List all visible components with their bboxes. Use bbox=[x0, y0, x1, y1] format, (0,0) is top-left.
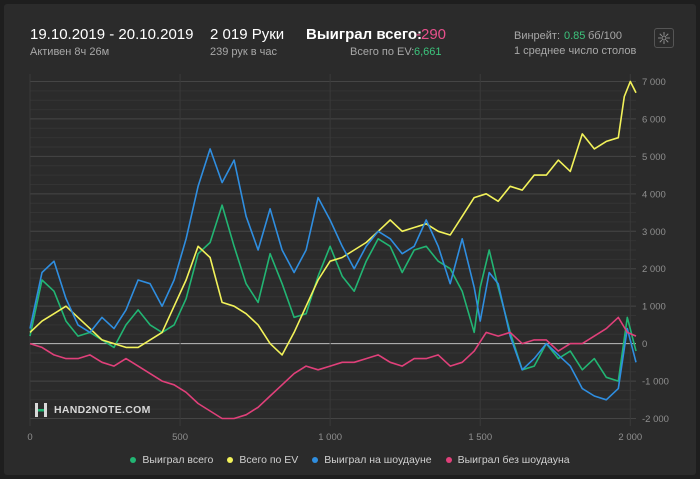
x-tick-label: 500 bbox=[172, 432, 188, 443]
watermark: HAND2NOTE.COM bbox=[34, 402, 151, 418]
settings-button[interactable] bbox=[654, 28, 674, 48]
ev-total-label: Всего по EV: bbox=[350, 46, 415, 58]
winrate-label: Винрейт: bbox=[514, 30, 561, 42]
chart: -2 000 -1 000 0 1 000 2 000 3 000 4 000 5 000 6 … bbox=[27, 74, 669, 443]
y-tick-label: 3 000 bbox=[642, 227, 666, 238]
date-range: 19.10.2019 - 20.10.2019 bbox=[30, 26, 194, 43]
x-tick-label: 1 500 bbox=[468, 432, 492, 443]
legend-label: Выиграл без шоудауна bbox=[457, 454, 570, 466]
y-tick-label: 7 000 bbox=[642, 77, 666, 88]
y-tick-label: 4 000 bbox=[642, 189, 666, 200]
won-total-label: Выиграл всего: bbox=[306, 26, 423, 43]
hands-count: 2 019 Руки bbox=[210, 26, 285, 43]
legend-item-showdown[interactable]: Выиграл на шоудауне bbox=[312, 454, 432, 466]
legend-dot bbox=[130, 457, 137, 463]
y-tick-label: 5 000 bbox=[642, 152, 666, 163]
legend-item-won-total[interactable]: Выиграл всего bbox=[130, 454, 213, 466]
won-total-line bbox=[29, 204, 637, 382]
won-total-value: -290 bbox=[416, 26, 447, 43]
y-tick-label: -1 000 bbox=[642, 377, 669, 388]
x-tick-label: 1 000 bbox=[318, 432, 342, 443]
average-tables: 1 среднее число столов bbox=[514, 45, 637, 57]
watermark-text: HAND2NOTE.COM bbox=[54, 404, 151, 416]
y-tick-label: -2 000 bbox=[642, 414, 669, 425]
showdown-line bbox=[29, 148, 637, 401]
y-tick-label: 0 bbox=[642, 339, 647, 350]
legend-item-ev-total[interactable]: Всего по EV bbox=[227, 454, 298, 466]
y-tick-label: 6 000 bbox=[642, 114, 666, 125]
x-tick-label: 2 000 bbox=[618, 432, 642, 443]
legend-dot bbox=[445, 457, 452, 463]
chart-legend: Выиграл всего Всего по EV Выиграл на шоу… bbox=[4, 454, 696, 466]
y-tick-label: 2 000 bbox=[642, 264, 666, 275]
y-tick-label: 1 000 bbox=[642, 302, 666, 313]
hands-per-hour: 239 рук в час bbox=[210, 46, 278, 58]
winrate-unit: бб/100 bbox=[588, 30, 623, 42]
stats-panel: 19.10.2019 - 20.10.2019 Активен 8ч 26м 2… bbox=[4, 4, 696, 475]
ev-total-value: 6,661 bbox=[414, 46, 442, 58]
legend-item-non-showdown[interactable]: Выиграл без шоудауна bbox=[445, 454, 570, 466]
winrate-value: 0.85 bbox=[564, 30, 586, 42]
gear-icon bbox=[658, 32, 670, 44]
legend-dot bbox=[227, 457, 234, 463]
hand2note-logo-icon bbox=[35, 403, 47, 417]
non-showdown-line bbox=[29, 316, 637, 420]
legend-label: Выиграл всего bbox=[142, 454, 214, 466]
ev-total-line bbox=[29, 80, 637, 356]
x-tick-label: 0 bbox=[27, 432, 32, 443]
legend-label: Всего по EV bbox=[239, 454, 299, 466]
active-time: Активен 8ч 26м bbox=[30, 46, 110, 58]
legend-dot bbox=[312, 457, 319, 463]
legend-label: Выиграл на шоудауне bbox=[324, 454, 432, 466]
